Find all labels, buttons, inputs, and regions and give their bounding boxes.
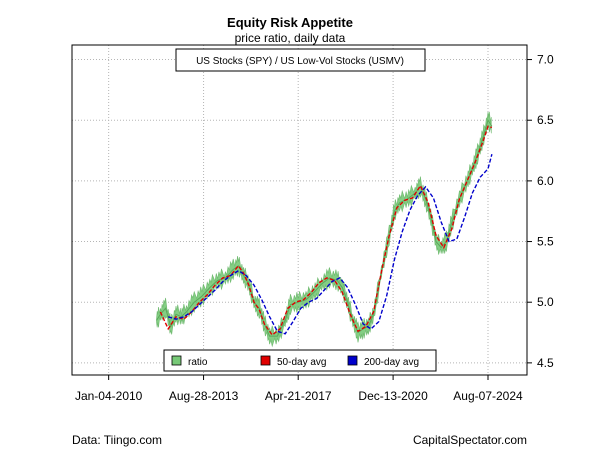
series-layer <box>156 111 493 348</box>
chart-subtitle: price ratio, daily data <box>235 31 346 45</box>
legend-swatch-2 <box>347 355 358 366</box>
x-tick-label-0: Jan-04-2010 <box>75 389 143 403</box>
plot-frame <box>71 44 528 376</box>
footer-credit: CapitalSpectator.com <box>413 433 527 447</box>
x-axis: Jan-04-2010 Aug-28-2013 Apr-21-2017 Dec-13-… <box>75 375 523 403</box>
series-ratio-band <box>156 111 492 348</box>
legend: ratio 50-day avg 200-day avg <box>163 349 437 372</box>
x-tick-label-4: Aug-07-2024 <box>453 389 523 403</box>
series-ratio-line <box>156 119 493 337</box>
series-200-day-avg-line <box>167 154 493 335</box>
legend-frame <box>163 349 437 372</box>
chart-title: Equity Risk Appetite <box>227 15 353 30</box>
footer-source: Data: Tiingo.com <box>72 433 162 447</box>
legend-label-1: 50-day avg <box>277 357 326 368</box>
grid-lines <box>72 45 527 375</box>
series-label-text: US Stocks (SPY) / US Low-Vol Stocks (USM… <box>196 56 404 67</box>
y-tick-label-1: 5.0 <box>537 295 554 309</box>
legend-label-0: ratio <box>188 357 208 368</box>
series-label-box-frame <box>175 48 426 72</box>
legend-swatch-0 <box>171 355 182 366</box>
legend-swatch-1 <box>260 355 271 366</box>
y-axis: 4.5 5.0 5.5 6.0 6.5 7.0 <box>527 53 554 370</box>
y-tick-label-3: 6.0 <box>537 174 554 188</box>
x-tick-label-2: Apr-21-2017 <box>265 389 332 403</box>
y-tick-label-2: 5.5 <box>537 235 554 249</box>
y-tick-label-5: 7.0 <box>537 53 554 67</box>
x-tick-label-3: Dec-13-2020 <box>358 389 428 403</box>
x-tick-label-1: Aug-28-2013 <box>169 389 239 403</box>
series-50-day-avg-line <box>159 125 493 337</box>
series-label-box: US Stocks (SPY) / US Low-Vol Stocks (USM… <box>175 48 426 72</box>
y-tick-label-4: 6.5 <box>537 113 554 127</box>
legend-label-2: 200-day avg <box>364 357 419 368</box>
y-tick-label-0: 4.5 <box>537 356 554 370</box>
